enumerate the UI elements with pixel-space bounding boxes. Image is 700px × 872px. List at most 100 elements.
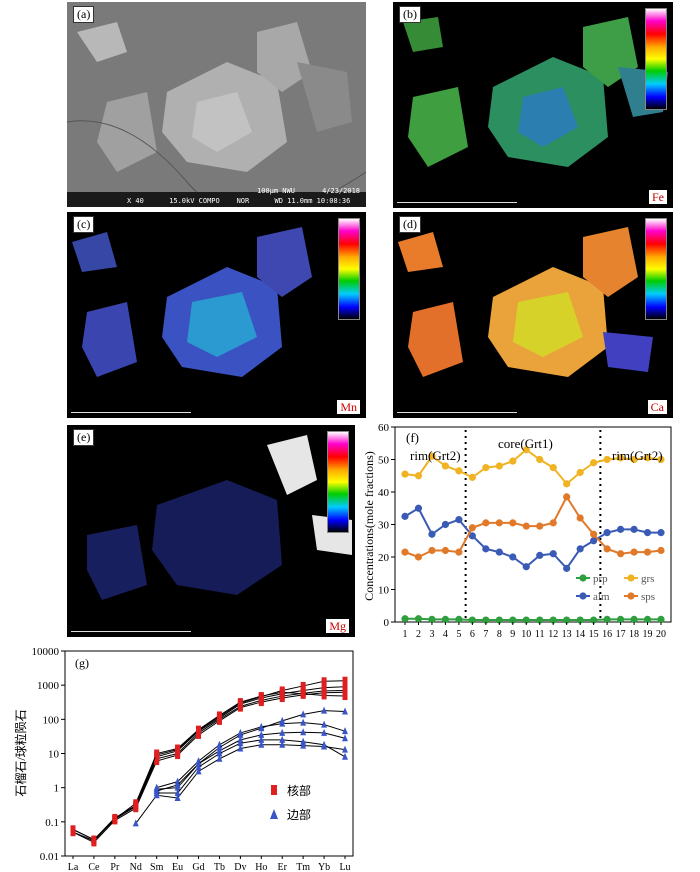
chart-f-ytick-label: 40 — [378, 487, 390, 499]
mn-map-texture — [72, 227, 312, 377]
core-point — [342, 692, 348, 701]
chart-g-xtick-label: Ce — [88, 862, 100, 870]
point-alm — [603, 529, 611, 537]
chart-g-ytick-label: 1000 — [37, 680, 60, 692]
point-alm — [509, 553, 517, 561]
core-point — [216, 711, 222, 720]
point-sps — [428, 546, 436, 555]
rim-point — [342, 752, 348, 760]
chart-f-xtick-label: 10 — [521, 629, 531, 640]
core-point — [112, 815, 118, 824]
chart-f-xtick-label: 2 — [416, 629, 421, 640]
legend-marker-alm — [579, 592, 587, 600]
point-alm — [630, 525, 638, 533]
chart-f-xtick-label: 18 — [629, 629, 639, 640]
panel-d-ca-map: (d) Ca — [393, 212, 673, 418]
point-prp — [549, 616, 557, 624]
point-sps — [576, 514, 584, 522]
legend-marker-sps — [627, 592, 635, 600]
point-alm — [455, 516, 463, 524]
point-sps — [657, 546, 665, 555]
point-grs — [603, 455, 611, 464]
point-sps — [414, 553, 423, 561]
chart-g-xtick-label: Pr — [110, 862, 120, 870]
panel-b-label: (b) — [399, 6, 421, 23]
point-sps — [455, 548, 463, 556]
point-sps — [468, 524, 476, 532]
chart-g-ytick-label: 0.1 — [45, 817, 59, 829]
panel-c-scalebar — [71, 412, 191, 413]
core-point — [175, 744, 181, 753]
chart-g-xtick-label: La — [68, 862, 79, 870]
chart-f-xtick-label: 15 — [589, 629, 599, 640]
chart-g-xtick-label: Gd — [192, 862, 204, 870]
point-prp — [495, 616, 503, 624]
rim-point — [216, 749, 223, 757]
rim-point — [342, 727, 348, 735]
point-alm — [590, 537, 598, 545]
ca-map-texture — [398, 227, 653, 377]
chart-g-xtick-label: Dy — [234, 862, 246, 870]
fe-colorbar — [645, 8, 667, 110]
rim-point — [216, 743, 223, 751]
chart-g-xtick-label: Tb — [214, 862, 225, 870]
panel-c-label: (c) — [73, 216, 95, 233]
point-alm — [495, 548, 503, 556]
point-grs — [630, 455, 638, 464]
point-sps — [549, 519, 557, 527]
point-alm — [401, 512, 409, 520]
point-prp — [576, 616, 584, 624]
chart-g-ytick-label: 0.01 — [40, 851, 59, 863]
point-prp — [657, 615, 665, 623]
chart-f-xtick-label: 6 — [470, 629, 475, 640]
rim-point — [279, 728, 286, 736]
point-grs — [468, 473, 476, 481]
fe-map-texture — [403, 17, 668, 167]
panel-g-label: (g) — [75, 656, 89, 670]
point-alm — [563, 564, 571, 572]
rim-point — [342, 707, 348, 715]
chart-f-ytick-label: 20 — [378, 552, 390, 564]
legend-label-core: 核部 — [287, 783, 311, 798]
chart-g-xtick-label: Ho — [255, 862, 267, 870]
point-alm — [657, 529, 665, 537]
point-alm — [576, 545, 584, 553]
rim-point — [321, 740, 328, 748]
point-sps — [590, 530, 598, 538]
rim-point — [237, 730, 244, 738]
point-grs — [495, 462, 503, 470]
panel-b-element: Fe — [649, 190, 667, 204]
panel-e-label: (e) — [73, 429, 95, 446]
chart-f-xtick-label: 11 — [535, 629, 545, 640]
point-alm — [468, 532, 476, 540]
rim-series-line — [156, 722, 346, 789]
point-sps — [563, 493, 571, 501]
point-grs — [576, 468, 584, 477]
point-grs — [401, 470, 409, 478]
point-grs — [643, 454, 652, 462]
panel-e-scalebar — [71, 631, 191, 632]
legend-label-prp: prp — [593, 573, 608, 585]
point-alm — [643, 529, 652, 537]
rim-point — [300, 737, 307, 745]
rim-point — [174, 780, 181, 788]
point-alm — [482, 545, 490, 553]
core-point — [70, 825, 76, 834]
chart-f-xtick-label: 12 — [548, 629, 558, 640]
point-prp — [536, 616, 544, 624]
rim-point — [300, 741, 307, 749]
rim-point — [300, 710, 307, 718]
point-prp — [603, 615, 611, 623]
rim-point — [321, 728, 328, 736]
rim-series-line — [156, 739, 346, 794]
point-sps — [495, 519, 503, 527]
panel-d-element: Ca — [647, 400, 667, 414]
panel-a-footer: X 40 15.0kV COMPO NOR WD 11.0mm 10:08:36 — [127, 197, 351, 205]
point-prp — [616, 615, 625, 623]
mg-map-texture — [87, 435, 352, 600]
chart-g-ytick-label: 100 — [43, 714, 60, 726]
point-prp — [590, 616, 598, 624]
panel-a-bse-image: (a) 100μm NWU 4/23/2018 X 40 15.0kV COMP… — [67, 2, 366, 207]
panel-b-scalebar — [397, 202, 517, 203]
core-point — [300, 681, 306, 690]
